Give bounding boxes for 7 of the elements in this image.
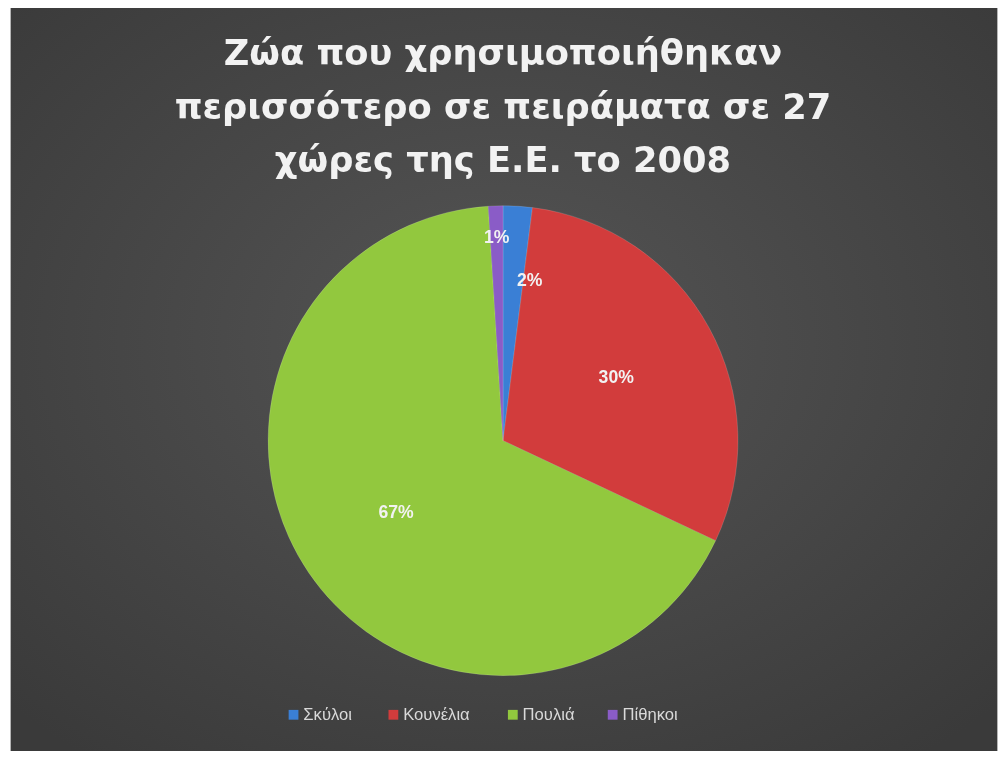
- data-label: 67%: [378, 501, 415, 522]
- legend-label: Κουνέλια: [403, 705, 471, 725]
- chart-title: Ζώα που χρησιμοποιήθηκαν περισσότερο σε πειράματα σε 27 χώρες της Ε.Ε. το 2008: [174, 31, 832, 181]
- legend-label: Πίθηκοι: [622, 705, 678, 725]
- slice-label: Πουλιά: [522, 705, 575, 725]
- legend-label: Σκύλοι: [303, 705, 353, 725]
- data-label: 30%: [598, 367, 635, 388]
